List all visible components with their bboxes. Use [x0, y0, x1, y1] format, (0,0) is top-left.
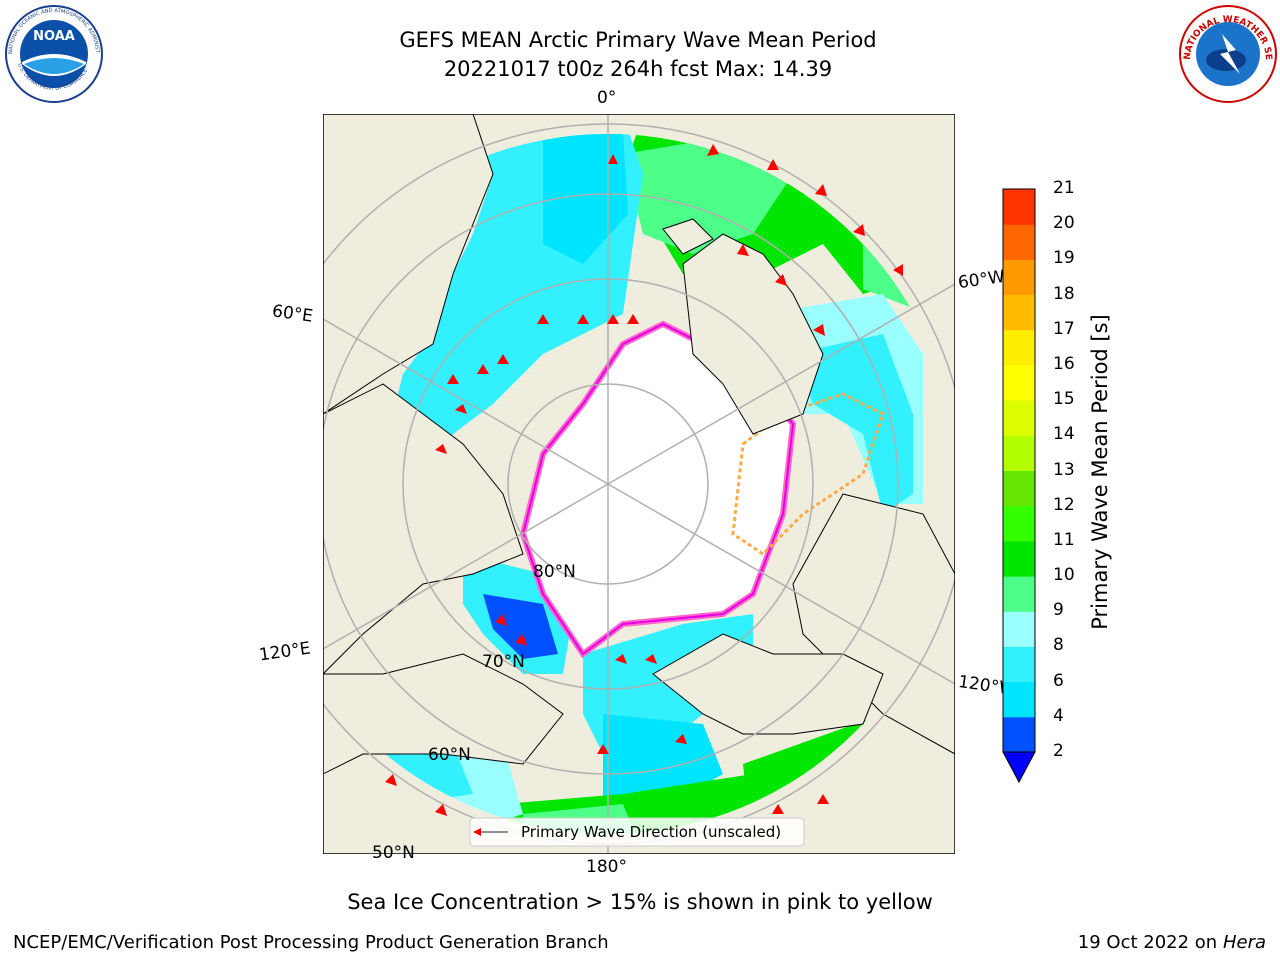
nws-logo: NATIONAL WEATHER SERVICE: [1178, 4, 1277, 103]
colorbar-tick: 17: [1053, 318, 1075, 339]
colorbar-band: [1003, 400, 1035, 436]
label-50N: 50°N: [372, 843, 415, 863]
colorbar-tick: 15: [1053, 389, 1075, 410]
colorbar-tick: 6: [1053, 670, 1064, 691]
colorbar-band: [1003, 540, 1035, 577]
label-60E: 60°E: [270, 301, 315, 327]
noaa-logo: NOAA NATIONAL OCEANIC AND ATMOSPHERIC AD…: [4, 4, 103, 103]
alaska: [652, 633, 884, 735]
colorbar: [1002, 188, 1036, 784]
wave-period-field: [353, 134, 943, 834]
colorbar-band: [1003, 576, 1035, 612]
colorbar-band: [1003, 224, 1035, 260]
wave-direction-arrows: [385, 144, 903, 816]
colorbar-band: [1003, 329, 1035, 366]
label-120E: 120°E: [257, 638, 312, 666]
label-0E: 0°: [597, 88, 617, 108]
scandinavia: [323, 114, 494, 415]
chart-title-line2: 20221017 t00z 264h fcst Max: 14.39: [443, 57, 833, 81]
colorbar-band: [1003, 505, 1035, 542]
colorbar-band: [1003, 470, 1035, 507]
iceland: [662, 218, 714, 255]
north-america: [792, 493, 955, 755]
colorbar-tick: 21: [1053, 178, 1075, 198]
legend-label: Primary Wave Direction (unscaled): [521, 823, 781, 841]
label-70N: 70°N: [482, 652, 525, 672]
colorbar-tick: 12: [1053, 494, 1075, 515]
sea-ice-caption: Sea Ice Concentration > 15% is shown in …: [347, 890, 933, 914]
east-siberia: [323, 653, 564, 775]
colorbar-tick: 2: [1053, 741, 1064, 761]
colorbar-tick: 11: [1053, 529, 1075, 550]
colorbar-tick: 9: [1053, 600, 1064, 621]
colorbar-tick: 20: [1053, 213, 1075, 234]
colorbar-band: [1003, 681, 1035, 718]
colorbar-band: [1003, 611, 1035, 647]
colorbar-tick: 13: [1053, 459, 1075, 480]
colorbar-tick: 4: [1053, 705, 1064, 726]
colorbar-tick: 8: [1053, 635, 1064, 656]
colorbar-band: [1003, 259, 1035, 296]
label-60W: 60°W: [956, 266, 1007, 294]
colorbar-label: Primary Wave Mean Period [s]: [1088, 314, 1112, 630]
footer-host: Hera: [1222, 932, 1266, 953]
colorbar-tick: 16: [1053, 353, 1075, 374]
footer-date: 19 Oct 2022 on: [1077, 932, 1223, 953]
colorbar-band: [1003, 189, 1035, 225]
colorbar-band: [1003, 294, 1035, 331]
colorbar-band: [1003, 716, 1035, 753]
colorbar-tick: 10: [1053, 565, 1075, 586]
colorbar-band: [1003, 435, 1035, 471]
colorbar-tick: 18: [1053, 283, 1075, 304]
label-60N: 60°N: [428, 745, 471, 765]
colorbar-tick: 19: [1053, 248, 1075, 269]
label-180: 180°: [586, 857, 627, 877]
footer-right: 19 Oct 2022 on Hera: [1078, 932, 1266, 953]
footer-left: NCEP/EMC/Verification Post Processing Pr…: [13, 932, 609, 953]
siberia: [323, 383, 524, 675]
arctic-map: Primary Wave Direction (unscaled): [323, 114, 955, 854]
chart-title-line1: GEFS MEAN Arctic Primary Wave Mean Perio…: [399, 28, 877, 52]
label-80N: 80°N: [533, 562, 576, 582]
colorbar-extend: [1002, 751, 1036, 784]
colorbar-band: [1003, 364, 1035, 401]
map-legend: Primary Wave Direction (unscaled): [469, 817, 805, 847]
colorbar-band: [1003, 646, 1035, 683]
colorbar-tick: 14: [1053, 424, 1075, 445]
noaa-logo-text: NOAA: [33, 29, 75, 44]
